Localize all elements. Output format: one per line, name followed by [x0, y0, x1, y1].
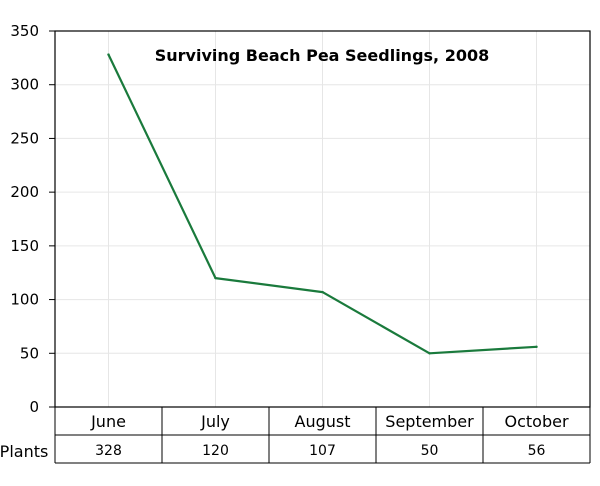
table-cell-value: 328: [95, 443, 122, 459]
x-category-label: October: [504, 412, 568, 431]
data-point: [107, 53, 110, 56]
x-category-label: June: [90, 412, 126, 431]
data-point: [214, 276, 217, 280]
table-cell-value: 120: [202, 443, 229, 459]
y-tick-label: 200: [10, 183, 39, 201]
table-cell-value: 50: [421, 443, 439, 459]
x-category-label: September: [385, 412, 474, 431]
x-category-label: August: [295, 412, 351, 431]
y-tick-label: 50: [20, 344, 39, 362]
y-tick-label: 250: [10, 129, 39, 147]
table-cell-value: 107: [309, 443, 336, 459]
table-row-label: Plants: [0, 442, 48, 461]
chart-title: Surviving Beach Pea Seedlings, 2008: [155, 46, 489, 65]
plot-area: [54, 30, 591, 408]
data-point: [535, 345, 538, 349]
y-tick-label: 300: [10, 76, 39, 94]
y-tick-label: 100: [10, 291, 39, 309]
table-cell-value: 56: [528, 443, 546, 459]
y-axis: 0 50 100 150 200 250 300 350: [10, 22, 55, 416]
data-point: [428, 352, 431, 355]
data-point: [321, 290, 324, 294]
data-table: Plants June July August September October 328…: [0, 407, 591, 464]
y-tick-label: 0: [29, 398, 39, 416]
x-category-label: July: [200, 412, 230, 431]
grid: [55, 31, 590, 407]
series-layer: [107, 53, 538, 355]
y-tick-label: 350: [10, 22, 39, 40]
y-tick-label: 150: [10, 237, 39, 255]
